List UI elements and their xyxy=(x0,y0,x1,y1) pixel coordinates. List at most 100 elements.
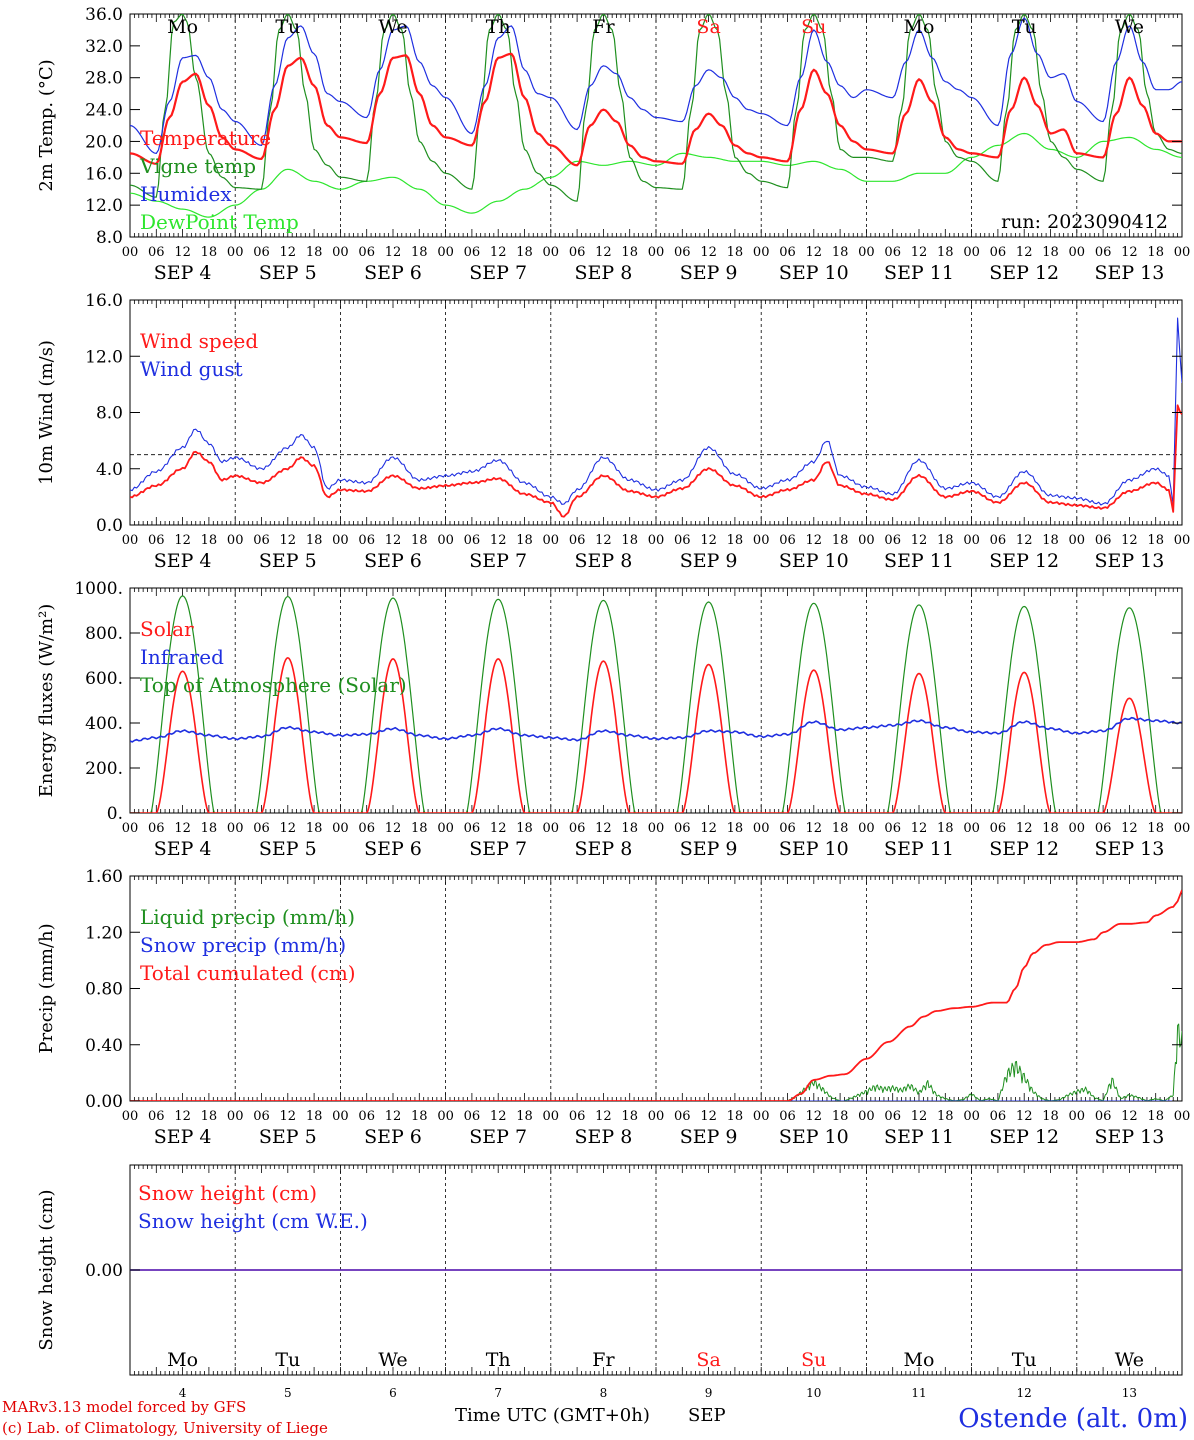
day-label: SEP 8 xyxy=(574,838,632,860)
hour-label: 00 xyxy=(753,245,770,260)
hour-label: 06 xyxy=(253,533,270,548)
hour-label: 06 xyxy=(464,533,481,548)
hour-label: 06 xyxy=(148,245,165,260)
hour-label: 18 xyxy=(937,245,954,260)
hour-label: 06 xyxy=(674,821,691,836)
hour-label: 12 xyxy=(595,1109,612,1124)
y-axis-label: Precip (mm/h) xyxy=(36,923,57,1053)
y-tick-label: 1.20 xyxy=(85,923,123,943)
y-tick-label: 36.0 xyxy=(85,5,123,25)
day-label: SEP 4 xyxy=(154,262,212,284)
hour-label: 12 xyxy=(1016,1109,1033,1124)
hour-label: 18 xyxy=(516,1109,533,1124)
legend-wind-speed: Wind speed xyxy=(140,329,258,353)
plot-border xyxy=(129,587,1183,814)
y-tick-label: 24.0 xyxy=(85,101,123,121)
hour-label: 06 xyxy=(884,245,901,260)
series-dewpoint-temp xyxy=(130,132,1182,218)
y-tick-label: 12.0 xyxy=(85,196,123,216)
hour-label: 18 xyxy=(727,1109,744,1124)
hour-label: 18 xyxy=(201,245,218,260)
hour-label: 18 xyxy=(306,821,323,836)
hour-label: 12 xyxy=(385,821,402,836)
hour-label: 12 xyxy=(595,821,612,836)
hour-label: 18 xyxy=(832,245,849,260)
y-tick-label: 20.0 xyxy=(85,132,123,152)
hour-label: 12 xyxy=(911,533,928,548)
hour-label: 00 xyxy=(437,1109,454,1124)
hour-label: 18 xyxy=(201,533,218,548)
legend-temperature: Temperature xyxy=(140,126,271,150)
panel-4-y-axis: 0.00 0.40 0.80 1.20 1.60 Precip (mm/h) xyxy=(36,867,1182,1112)
hour-label: 00 xyxy=(963,821,980,836)
hour-label: 00 xyxy=(648,1109,665,1124)
hour-label: 06 xyxy=(358,1109,375,1124)
y-tick-label: 0.00 xyxy=(85,1261,123,1281)
weekday-label: Tu xyxy=(1012,1349,1037,1371)
hour-label: 06 xyxy=(990,533,1007,548)
legend-infrared: Infrared xyxy=(140,645,224,669)
hour-label: 12 xyxy=(385,533,402,548)
day-label: SEP 9 xyxy=(680,262,738,284)
hour-label: 06 xyxy=(1095,821,1112,836)
day-number-label: 4 xyxy=(179,1386,187,1400)
month-label: SEP xyxy=(688,1405,726,1426)
weekday-label: Fr xyxy=(592,1349,615,1371)
hour-label: 18 xyxy=(306,533,323,548)
day-label: SEP 7 xyxy=(469,262,527,284)
hour-label: 18 xyxy=(1147,533,1164,548)
hour-label: 12 xyxy=(700,533,717,548)
hour-label: 12 xyxy=(280,821,297,836)
weekday-label: Mo xyxy=(904,1349,935,1371)
hour-label: 00 xyxy=(437,245,454,260)
weekday-label: Fr xyxy=(592,16,615,38)
hour-label: 18 xyxy=(411,245,428,260)
hour-label: 12 xyxy=(806,533,823,548)
series-wind-gust xyxy=(130,317,1182,506)
hour-label: 12 xyxy=(700,245,717,260)
hour-label: 12 xyxy=(280,245,297,260)
day-label: SEP 7 xyxy=(469,1126,527,1148)
hour-label: 12 xyxy=(1121,245,1138,260)
day-label: SEP 6 xyxy=(364,838,422,860)
hour-label: 18 xyxy=(937,1109,954,1124)
y-tick-label: 800. xyxy=(85,624,123,644)
weekday-label: Tu xyxy=(275,1349,300,1371)
day-label: SEP 4 xyxy=(154,1126,212,1148)
hour-label: 12 xyxy=(174,821,191,836)
hour-label: 18 xyxy=(201,821,218,836)
hour-label: 12 xyxy=(595,245,612,260)
hour-label: 00 xyxy=(648,245,665,260)
hour-label: 00 xyxy=(1174,245,1191,260)
hour-label: 12 xyxy=(490,821,507,836)
y-tick-label: 200. xyxy=(85,759,123,779)
series-wind-speed xyxy=(130,404,1182,518)
hour-label: 00 xyxy=(858,821,875,836)
legend-top-of-atmosphere-solar-: Top of Atmosphere (Solar) xyxy=(140,673,407,697)
hour-label: 12 xyxy=(911,821,928,836)
y-tick-label: 28.0 xyxy=(85,69,123,89)
day-number-label: 10 xyxy=(806,1386,821,1400)
weekday-label: We xyxy=(1115,16,1144,38)
hour-label: 18 xyxy=(516,533,533,548)
hour-label: 12 xyxy=(174,1109,191,1124)
hour-label: 18 xyxy=(832,533,849,548)
hour-label: 06 xyxy=(464,245,481,260)
hour-label: 12 xyxy=(806,245,823,260)
series-infrared xyxy=(130,716,1182,743)
day-label: SEP 5 xyxy=(259,262,317,284)
plot-border xyxy=(129,13,1183,238)
day-label: SEP 11 xyxy=(884,262,954,284)
hour-label: 00 xyxy=(332,245,349,260)
hour-label: 00 xyxy=(227,1109,244,1124)
hour-label: 12 xyxy=(700,1109,717,1124)
hour-label: 12 xyxy=(174,533,191,548)
day-label: SEP 13 xyxy=(1094,262,1164,284)
hour-label: 18 xyxy=(1042,821,1059,836)
y-tick-label: 0.00 xyxy=(85,1092,123,1112)
legend-wind-gust: Wind gust xyxy=(140,357,243,381)
hour-label: 06 xyxy=(253,821,270,836)
panel-1-y-axis: 8.0 12.0 16.0 20.0 24.0 28.0 32.0 36.0 2m Temp. … xyxy=(36,5,1182,248)
day-label: SEP 10 xyxy=(779,550,849,572)
day-label: SEP 8 xyxy=(574,262,632,284)
